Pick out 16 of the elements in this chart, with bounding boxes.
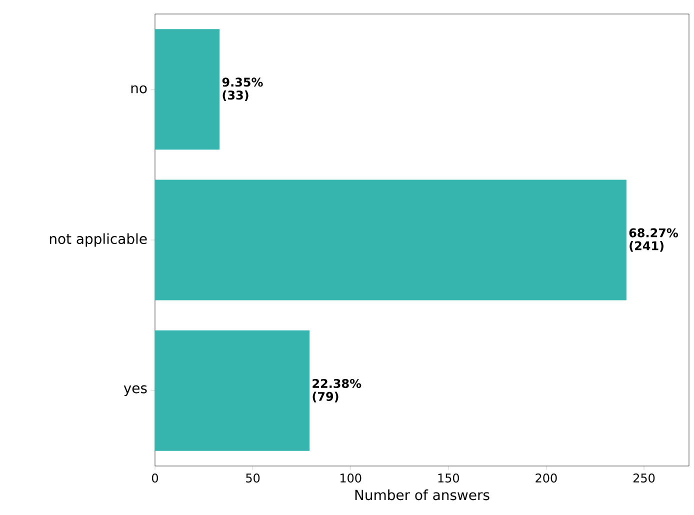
bar: [154, 330, 310, 451]
bar: [154, 29, 220, 150]
data-label: 9.35% (33): [222, 78, 263, 102]
x-tick-label: 0: [152, 474, 158, 483]
x-tick-label: 50: [246, 474, 260, 483]
y-tick-label: not applicable: [50, 233, 147, 247]
y-tick-label: no: [131, 85, 147, 94]
x-tick-label: 150: [438, 474, 460, 483]
x-tick-label: 250: [633, 474, 655, 483]
data-label: 68.27% (241): [629, 228, 678, 252]
data-label: 22.38% (79): [312, 378, 362, 402]
x-tick-label: 100: [340, 474, 362, 483]
x-tick-label: 200: [536, 474, 557, 483]
bar: [154, 180, 626, 300]
x-axis-title: Number of answers: [355, 489, 490, 500]
y-tick-label: yes: [124, 385, 147, 396]
